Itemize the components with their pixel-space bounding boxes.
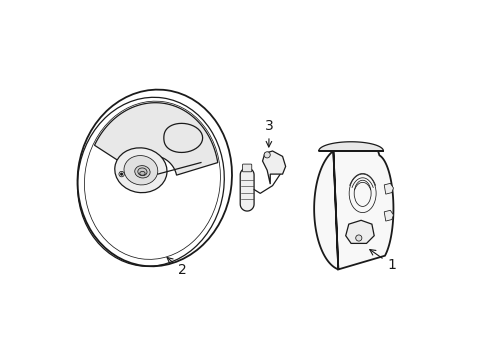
Text: 1: 1 [369,249,395,272]
Polygon shape [163,123,202,152]
Circle shape [120,173,122,175]
Ellipse shape [124,156,158,185]
Polygon shape [94,103,217,175]
Ellipse shape [115,148,167,193]
Text: 2: 2 [167,257,186,277]
Polygon shape [240,168,254,211]
Polygon shape [345,220,373,243]
Circle shape [355,235,361,241]
Polygon shape [384,210,393,221]
Ellipse shape [84,101,220,259]
Polygon shape [384,183,393,194]
Text: 3: 3 [264,119,273,147]
Polygon shape [262,151,285,184]
Polygon shape [318,142,383,151]
Ellipse shape [140,171,145,175]
FancyBboxPatch shape [242,164,251,172]
Polygon shape [313,151,393,269]
Circle shape [264,152,270,158]
Ellipse shape [135,166,150,178]
Ellipse shape [138,168,147,176]
Circle shape [119,171,124,177]
